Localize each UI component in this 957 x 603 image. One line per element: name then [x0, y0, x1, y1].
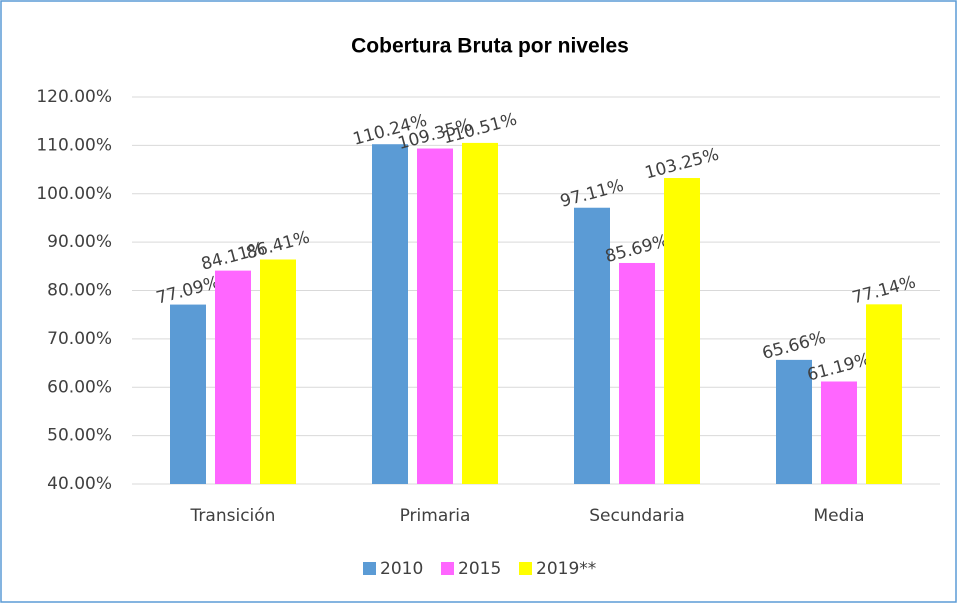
- x-tick-label: Secundaria: [589, 506, 684, 526]
- bar: [664, 178, 700, 484]
- legend-swatch: [363, 562, 376, 575]
- bar: [260, 259, 296, 484]
- bar: [776, 359, 812, 484]
- y-tick-label: 40.00%: [47, 474, 112, 494]
- x-tick-label: Media: [813, 506, 864, 526]
- bar: [619, 262, 655, 484]
- y-tick-label: 100.00%: [36, 184, 112, 204]
- bar: [574, 207, 610, 484]
- bar: [372, 144, 408, 485]
- legend-label: 2015: [458, 559, 501, 579]
- chart-title: Cobertura Bruta por niveles: [351, 35, 629, 58]
- y-tick-label: 80.00%: [47, 281, 112, 301]
- legend-label: 2010: [380, 559, 423, 579]
- bar: [821, 381, 857, 484]
- legend-swatch: [519, 562, 532, 575]
- y-tick-label: 90.00%: [47, 232, 112, 252]
- bar: [215, 270, 251, 484]
- bar: [417, 148, 453, 484]
- legend-swatch: [441, 562, 454, 575]
- y-tick-label: 70.00%: [47, 329, 112, 349]
- legend-label: 2019**: [536, 559, 596, 579]
- y-tick-label: 50.00%: [47, 426, 112, 446]
- bar: [462, 142, 498, 484]
- y-tick-label: 120.00%: [36, 87, 112, 107]
- bar: [866, 304, 902, 484]
- x-tick-label: Transición: [190, 506, 276, 526]
- bar: [170, 304, 206, 484]
- y-tick-label: 110.00%: [36, 135, 112, 155]
- y-tick-label: 60.00%: [47, 377, 112, 397]
- x-tick-label: Primaria: [400, 506, 471, 526]
